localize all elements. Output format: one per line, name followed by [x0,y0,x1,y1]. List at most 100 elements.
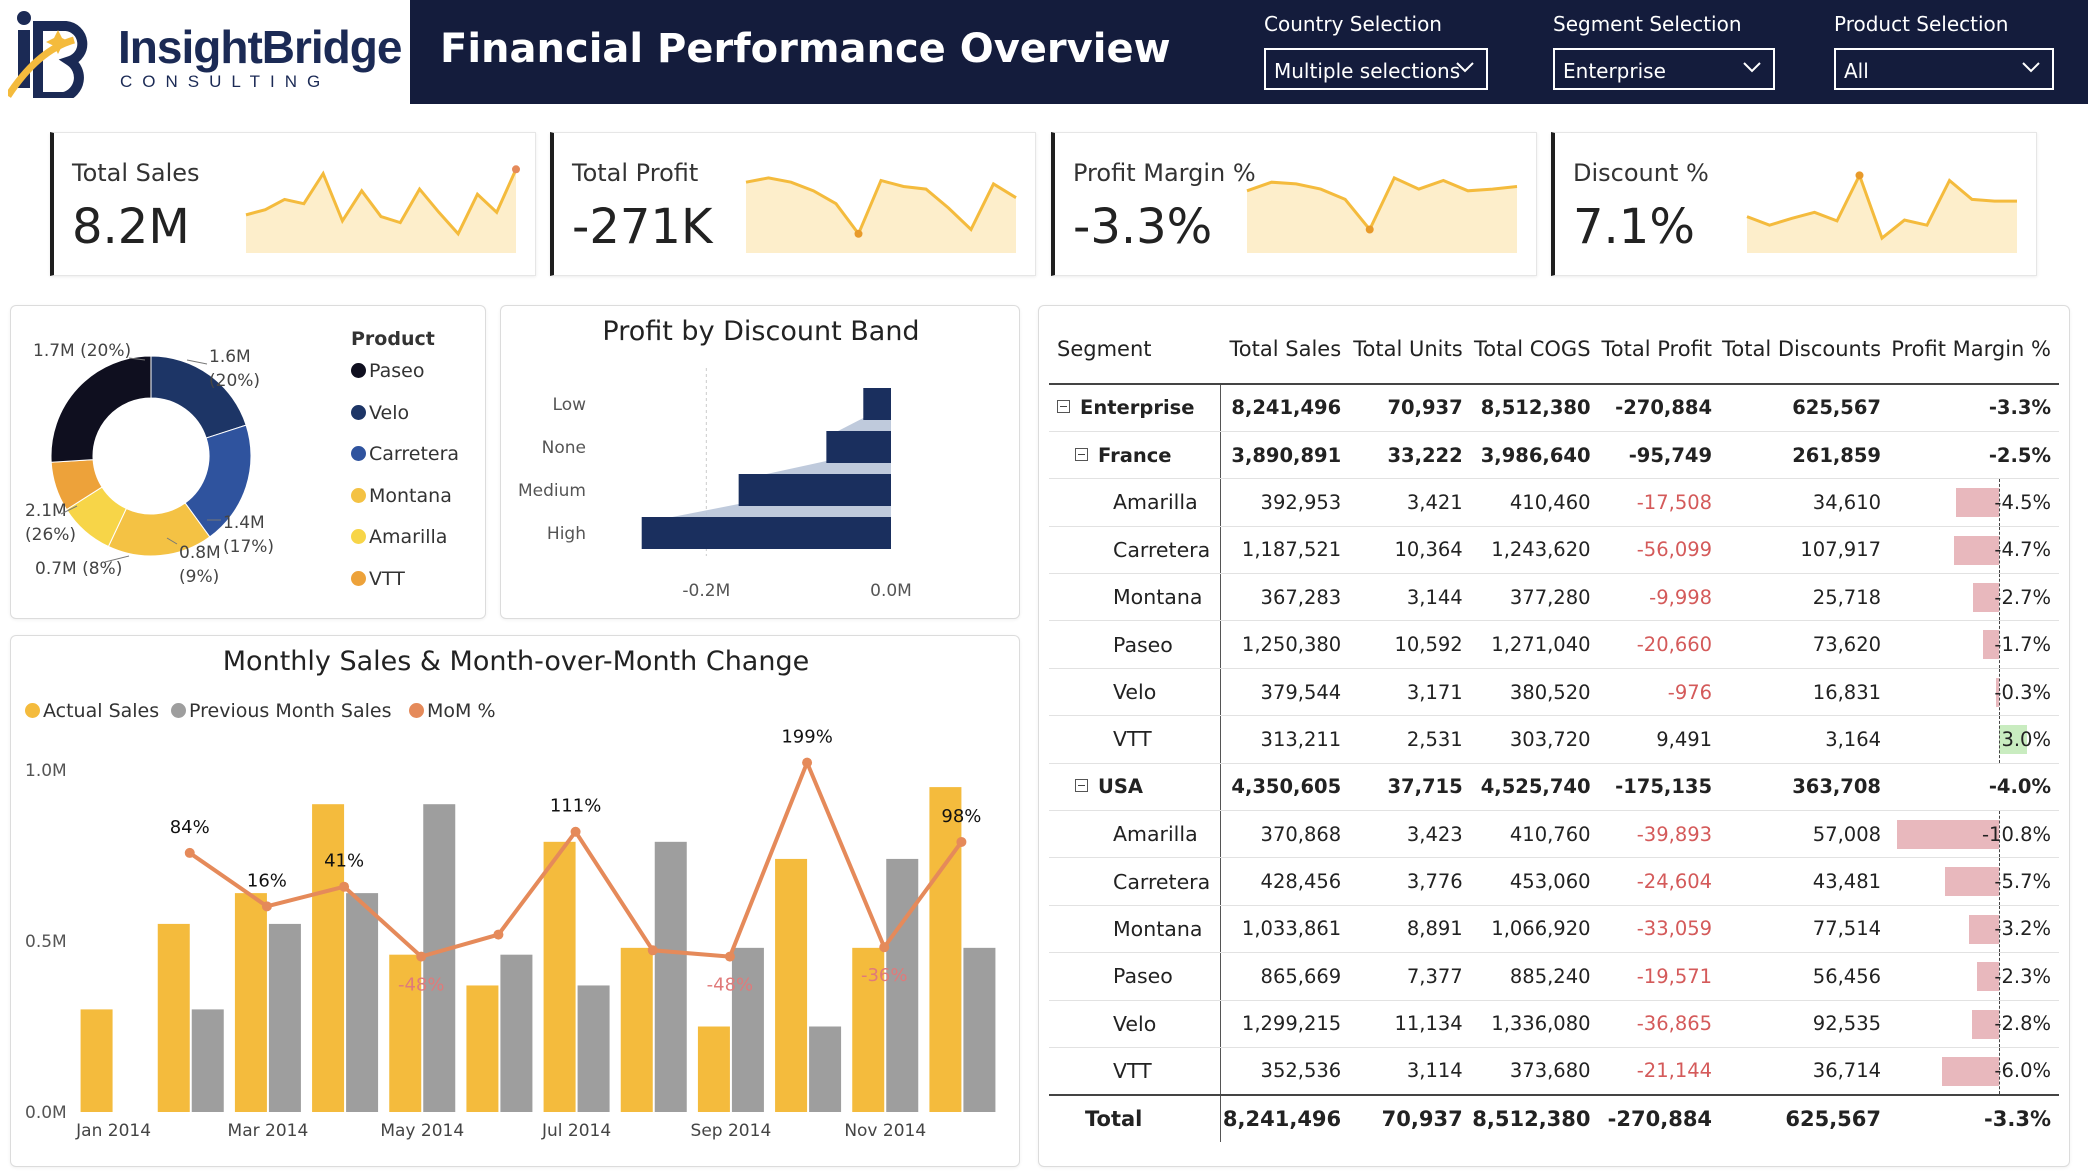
bar-previous-sales[interactable] [886,858,919,1112]
bar-previous-sales[interactable] [963,947,996,1112]
kpi-total-sales[interactable]: Total Sales 8.2M [50,132,536,276]
row-label-cell[interactable]: France [1049,431,1222,480]
kpi-total-profit[interactable]: Total Profit -271K [550,132,1036,276]
matrix-row[interactable]: Paseo 1,250,380 10,592 1,271,040 -20,660 73,6… [1049,620,2059,669]
matrix-row[interactable]: Carretera 1,187,521 10,364 1,243,620 -56,099… [1049,526,2059,575]
legend-actual-sales[interactable]: Actual Sales [25,700,159,722]
mom-point[interactable] [647,945,658,956]
mom-point[interactable] [570,826,581,837]
matrix-total-row[interactable]: Total 8,241,496 70,937 8,512,380 -270,884 625… [1049,1093,2059,1143]
bar-actual-sales[interactable] [543,841,576,1112]
matrix-row[interactable]: Enterprise 8,241,496 70,937 8,512,380 -270,8… [1049,384,2059,432]
bar-actual-sales[interactable] [312,804,345,1112]
row-label-cell[interactable]: USA [1049,763,1222,812]
legend-mom[interactable]: MoM % [409,700,496,722]
bar-actual-sales[interactable] [389,954,422,1112]
cell-value: 410,760 [1509,822,1591,846]
donut-slice-paseo[interactable] [50,355,152,463]
donut-legend-item[interactable]: Carretera [351,443,459,465]
bar-actual-sales[interactable] [234,893,267,1112]
segment-dropdown[interactable]: Enterprise [1553,48,1775,90]
bar-previous-sales[interactable] [191,1009,224,1112]
cell-value: 70,937 [1381,1107,1463,1132]
matrix-row[interactable]: Velo 1,299,215 11,134 1,336,080 -36,865 92,53… [1049,1000,2059,1048]
column-header[interactable]: Total Discounts [1720,314,1890,385]
column-header[interactable]: Total Units [1349,314,1471,385]
bar-none[interactable] [826,431,891,463]
bar-actual-sales[interactable] [697,1026,730,1113]
column-header[interactable]: Segment [1049,314,1221,385]
bar-previous-sales[interactable] [809,1026,842,1113]
kpi-discount[interactable]: Discount % 7.1% [1551,132,2037,276]
product-donut-chart[interactable]: 1.7M (20%) 1.6M (20%) 1.4M (17%)0.8M (9%) 0.7M… [11,306,487,620]
mom-point[interactable] [956,836,967,847]
monthly-sales-chart[interactable]: 0.0M 0.5M 1.0M 84% 16% 41% -48% 111% -48% 199% -36… [11,636,1021,1168]
chevron-down-icon [1456,62,1474,73]
collapse-toggle-icon[interactable] [1075,447,1088,461]
bar-previous-sales[interactable] [654,841,687,1112]
cell-value: 92,535 [1812,1012,1882,1036]
bar-previous-sales[interactable] [500,954,533,1112]
cell-value: -3.3% [1988,396,2051,420]
matrix-cell: -36,865 [1598,1000,1721,1048]
cell-value: -4.5% [1994,490,2051,514]
matrix-row[interactable]: USA 4,350,605 37,715 4,525,740 -175,135 363,7… [1049,763,2059,812]
bar-previous-sales[interactable] [577,985,610,1112]
product-dropdown[interactable]: All [1834,48,2054,90]
kpi-profit-margin[interactable]: Profit Margin % -3.3% [1051,132,1537,276]
mom-point[interactable] [493,929,504,940]
bar-actual-sales[interactable] [466,985,499,1112]
column-header[interactable]: Total Sales [1220,314,1350,385]
matrix-row[interactable]: Montana 1,033,861 8,891 1,066,920 -33,059 77,… [1049,905,2059,954]
matrix-row[interactable]: France 3,890,891 33,222 3,986,640 -95,749 261… [1049,431,2059,480]
matrix-row[interactable]: Montana 367,283 3,144 377,280 -9,998 25,718 -2… [1049,573,2059,622]
mom-point[interactable] [416,951,427,962]
donut-legend-item[interactable]: Montana [351,485,452,507]
column-header[interactable]: Total COGS [1470,314,1599,385]
country-dropdown-value: Multiple selections [1274,59,1461,83]
bar-actual-sales[interactable] [929,787,962,1112]
matrix-row[interactable]: Velo 379,544 3,171 380,520 -976 16,831 -0.3% [1049,668,2059,717]
matrix-row[interactable]: Amarilla 370,868 3,423 410,760 -39,893 57,008… [1049,810,2059,859]
donut-slice-velo[interactable] [150,355,247,439]
collapse-toggle-icon[interactable] [1075,779,1088,793]
y-category-label: Medium [518,481,586,501]
matrix-row[interactable]: Paseo 865,669 7,377 885,240 -19,571 56,456 -2.… [1049,952,2059,1001]
bar-medium[interactable] [738,474,891,506]
collapse-toggle-icon[interactable] [1057,400,1070,414]
mom-point[interactable] [339,881,350,892]
mom-point[interactable] [724,951,735,962]
mom-point[interactable] [879,942,890,953]
bar-low[interactable] [863,388,891,420]
donut-legend-item[interactable]: Velo [351,402,409,424]
mom-point[interactable] [261,901,272,912]
discount-band-card: Profit by Discount Band -0.2M 0.0M Low None… [500,305,1020,619]
bar-previous-sales[interactable] [731,947,764,1112]
cell-value: 303,720 [1509,727,1591,751]
discount-band-chart[interactable]: -0.2M 0.0M Low None Medium High [501,306,1021,620]
row-label-cell[interactable]: Enterprise [1049,384,1222,432]
bar-previous-sales[interactable] [346,893,379,1112]
mom-point[interactable] [184,847,195,858]
bar-actual-sales[interactable] [775,858,808,1112]
column-header[interactable]: Profit Margin % [1889,314,2059,385]
legend-previous-sales[interactable]: Previous Month Sales [171,700,392,722]
donut-legend-item[interactable]: VTT [351,568,405,590]
matrix-row[interactable]: Amarilla 392,953 3,421 410,460 -17,508 34,610… [1049,478,2059,527]
country-dropdown[interactable]: Multiple selections [1264,48,1488,90]
mom-point[interactable] [802,757,813,768]
matrix-row[interactable]: VTT 313,211 2,531 303,720 9,491 3,164 3.0% [1049,715,2059,764]
column-header[interactable]: Total Profit [1598,314,1721,385]
bar-previous-sales[interactable] [268,923,301,1112]
bar-actual-sales[interactable] [157,923,190,1112]
bar-actual-sales[interactable] [852,947,885,1112]
bar-high[interactable] [641,517,891,549]
matrix-row[interactable]: Carretera 428,456 3,776 453,060 -24,604 43,48… [1049,857,2059,906]
matrix-row[interactable]: VTT 352,536 3,114 373,680 -21,144 36,714 -6.0% [1049,1047,2059,1096]
donut-legend-item[interactable]: Amarilla [351,526,447,548]
bar-previous-sales[interactable] [423,804,456,1112]
bar-actual-sales[interactable] [80,1009,113,1112]
bar-actual-sales[interactable] [620,947,653,1112]
matrix-cell: 865,669 [1220,952,1350,1001]
donut-legend-item[interactable]: Paseo [351,360,424,382]
